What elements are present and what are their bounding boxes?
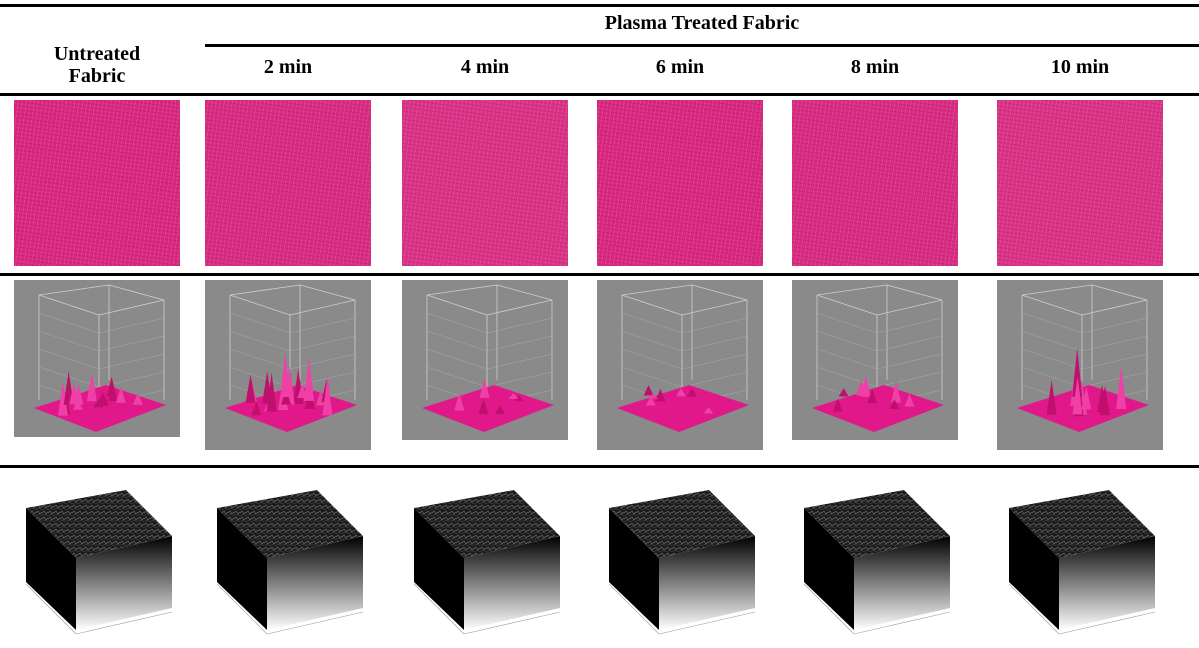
- rule: [0, 4, 1199, 7]
- row-header: Untreated Fabric: [37, 43, 157, 87]
- rule: [0, 273, 1199, 276]
- rule: [0, 465, 1199, 468]
- column-header: 8 min: [805, 56, 945, 78]
- fabric-shade: [14, 100, 180, 266]
- figure-images: [0, 0, 1199, 648]
- column-header: 2 min: [218, 56, 358, 78]
- rule: [0, 93, 1199, 96]
- fabric-shade: [792, 100, 958, 266]
- rule: [205, 44, 1199, 47]
- column-header: 4 min: [415, 56, 555, 78]
- fabric-shade: [205, 100, 371, 266]
- figure-table: Plasma Treated Fabric Untreated Fabric 2…: [0, 0, 1199, 648]
- column-header: 10 min: [1010, 56, 1150, 78]
- group-title: Plasma Treated Fabric: [205, 12, 1199, 34]
- fabric-shade: [997, 100, 1163, 266]
- fabric-shade: [402, 100, 568, 266]
- column-header: 6 min: [610, 56, 750, 78]
- fabric-shade: [597, 100, 763, 266]
